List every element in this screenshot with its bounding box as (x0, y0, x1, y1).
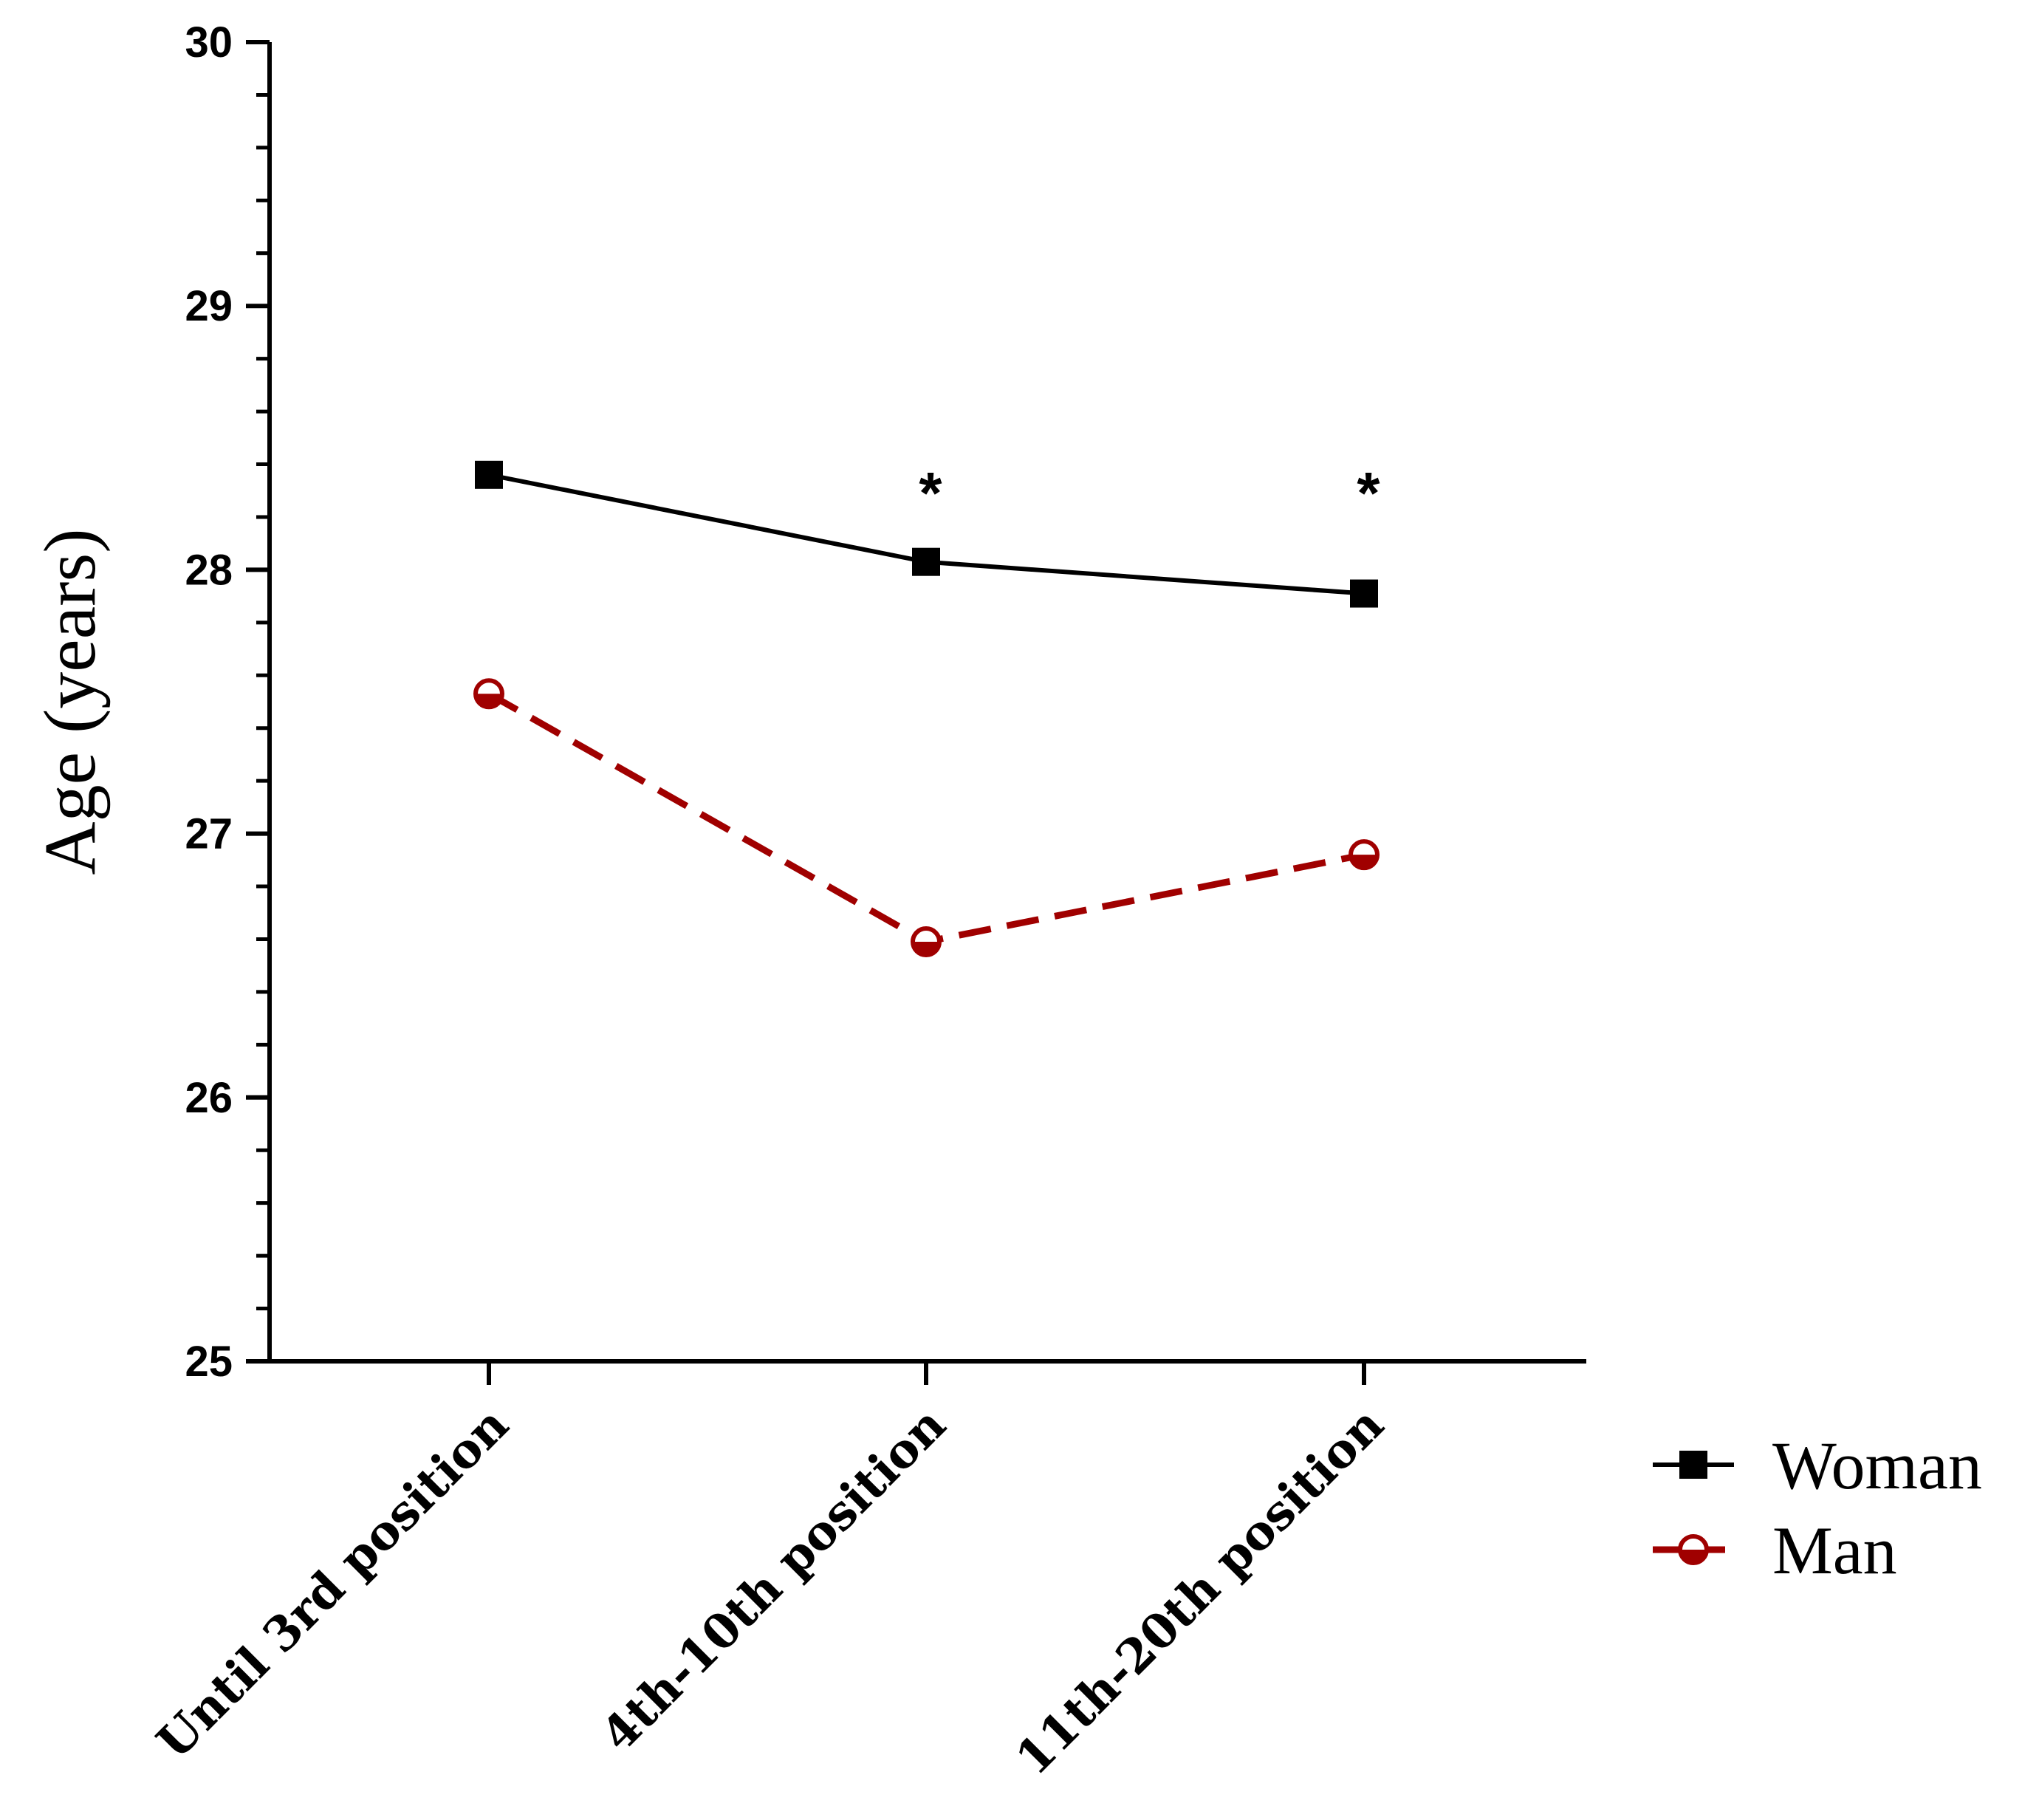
legend-item-woman: Woman (1653, 1428, 1982, 1503)
legend-item-man: Man (1653, 1513, 1897, 1588)
point-woman-4th-10th-position (912, 547, 940, 576)
point-woman-11th-20th-position (1350, 579, 1378, 608)
x-tick-label-until-3rd-position: Until 3rd position (146, 1397, 519, 1770)
legend-label-man: Man (1772, 1513, 1897, 1588)
y-tick-label: 25 (185, 1338, 233, 1386)
y-axis-label: Age (years) (29, 528, 111, 875)
series-line-man (487, 691, 1365, 945)
x-tick-label-4th-10th-position: 4th-10th position (591, 1397, 956, 1762)
significance-star-11th-20th-position: * (1357, 460, 1380, 526)
x-tick-label-11th-20th-position: 11th-20th position (1005, 1397, 1394, 1786)
legend-label-woman: Woman (1772, 1428, 1982, 1503)
series-layer (473, 460, 1380, 958)
legend: Woman Man (1653, 1428, 1982, 1588)
series-woman (475, 460, 1378, 608)
point-man-11th-20th-position-fill (1351, 855, 1377, 869)
legend-marker-fill-man (1680, 1550, 1707, 1563)
y-tick-label: 27 (185, 810, 233, 858)
y-tick-label: 29 (185, 282, 233, 330)
point-woman-until-3rd-position (475, 460, 503, 489)
y-tick-label: 30 (185, 18, 233, 66)
axes: 25 26 27 28 29 30 Until 3rd position 4th-10th p… (146, 18, 1586, 1786)
y-tick-label: 26 (185, 1074, 233, 1122)
point-man-until-3rd-position-fill (476, 694, 502, 708)
legend-marker-woman (1679, 1451, 1707, 1479)
significance-star-4th-10th-position: * (919, 460, 942, 526)
y-tick-label: 28 (185, 546, 233, 594)
annotations: * * (919, 460, 1380, 526)
series-man (473, 678, 1380, 958)
point-man-4th-10th-position-fill (913, 942, 939, 956)
